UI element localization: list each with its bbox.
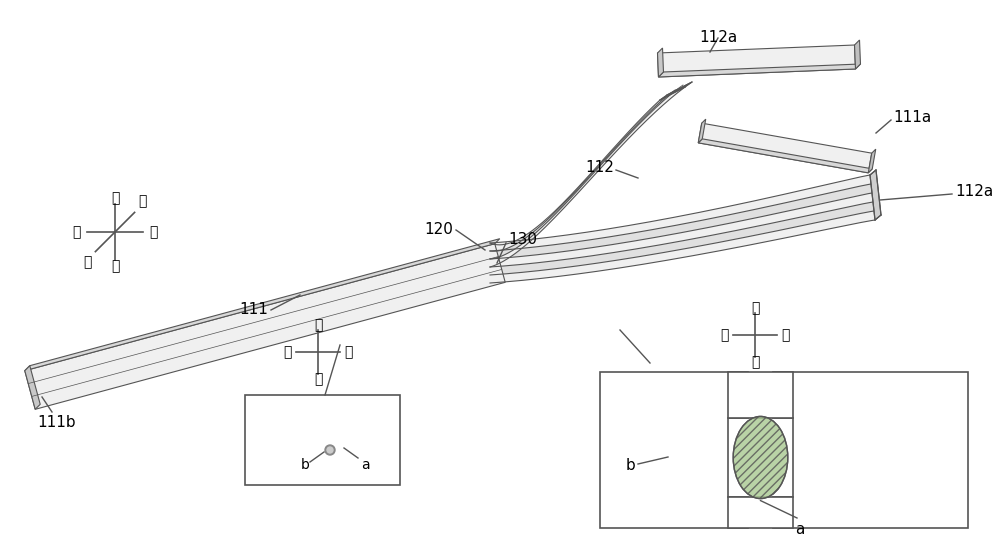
Text: 右: 右 bbox=[344, 345, 352, 359]
Text: 112a: 112a bbox=[699, 30, 737, 45]
Text: 111a: 111a bbox=[893, 110, 931, 126]
Text: 130: 130 bbox=[508, 232, 537, 248]
Polygon shape bbox=[490, 95, 668, 251]
Polygon shape bbox=[490, 90, 676, 259]
Polygon shape bbox=[490, 87, 685, 267]
Polygon shape bbox=[728, 497, 793, 528]
Circle shape bbox=[327, 447, 333, 453]
Circle shape bbox=[325, 445, 335, 455]
Text: 左: 左 bbox=[721, 328, 729, 342]
Text: 右: 右 bbox=[149, 225, 157, 239]
Bar bbox=[600, 372, 968, 528]
Text: 下: 下 bbox=[111, 259, 119, 273]
Text: a: a bbox=[361, 458, 369, 472]
Polygon shape bbox=[773, 372, 968, 528]
Polygon shape bbox=[25, 239, 500, 370]
Polygon shape bbox=[868, 149, 876, 173]
Polygon shape bbox=[728, 372, 793, 418]
Text: 上: 上 bbox=[751, 301, 759, 315]
Text: b: b bbox=[625, 458, 635, 473]
Polygon shape bbox=[855, 40, 860, 69]
Text: 112a: 112a bbox=[955, 184, 993, 200]
Polygon shape bbox=[660, 82, 692, 100]
Text: 下: 下 bbox=[314, 372, 322, 386]
Text: a: a bbox=[795, 522, 805, 537]
Text: 后: 后 bbox=[139, 194, 147, 208]
Polygon shape bbox=[490, 184, 872, 259]
Text: 左: 左 bbox=[73, 225, 81, 239]
Polygon shape bbox=[25, 244, 505, 409]
Polygon shape bbox=[490, 175, 871, 251]
Polygon shape bbox=[25, 366, 40, 409]
Polygon shape bbox=[698, 119, 706, 143]
Ellipse shape bbox=[733, 416, 788, 499]
Text: 右: 右 bbox=[781, 328, 789, 342]
Text: 120: 120 bbox=[424, 222, 453, 238]
Text: 111b: 111b bbox=[37, 415, 76, 430]
Polygon shape bbox=[490, 193, 873, 267]
Polygon shape bbox=[870, 170, 881, 220]
Text: 112: 112 bbox=[585, 160, 614, 176]
Polygon shape bbox=[698, 139, 872, 173]
Polygon shape bbox=[600, 372, 748, 528]
Text: 上: 上 bbox=[111, 191, 119, 205]
Bar bbox=[245, 395, 400, 485]
Polygon shape bbox=[658, 64, 860, 77]
Polygon shape bbox=[658, 48, 663, 77]
Text: 前: 前 bbox=[83, 256, 91, 270]
Text: 下: 下 bbox=[751, 355, 759, 369]
Text: b: b bbox=[301, 458, 309, 472]
Polygon shape bbox=[490, 202, 874, 275]
Polygon shape bbox=[658, 45, 855, 77]
Polygon shape bbox=[698, 123, 872, 173]
Polygon shape bbox=[490, 211, 875, 283]
Text: 左: 左 bbox=[284, 345, 292, 359]
Text: 上: 上 bbox=[314, 318, 322, 332]
Text: 111: 111 bbox=[239, 302, 268, 318]
